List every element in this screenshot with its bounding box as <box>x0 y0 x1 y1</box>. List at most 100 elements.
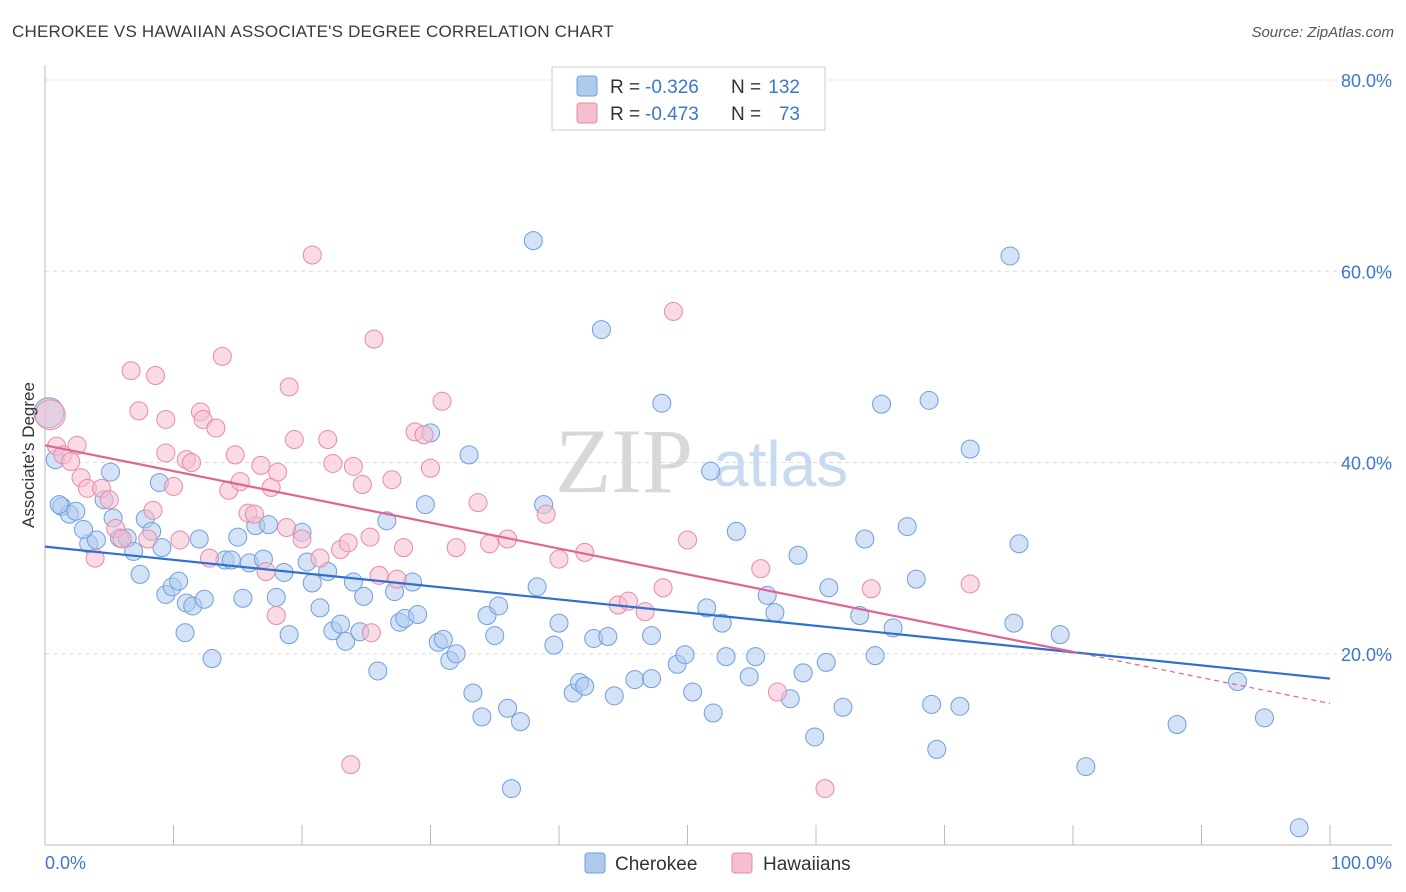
hawaiian-point <box>181 453 201 472</box>
hawaiian-point <box>266 606 286 625</box>
legend-series: Cherokee Hawaiians <box>584 852 851 875</box>
hawaiian-point <box>414 425 434 445</box>
cherokee-point <box>228 527 248 547</box>
cherokee-point <box>604 686 624 706</box>
trend-line-extension-hawaiians <box>1072 651 1331 705</box>
hawaiian-point <box>156 443 176 463</box>
cherokee-point <box>403 572 423 592</box>
cherokee-point <box>266 587 286 607</box>
cherokee-point <box>922 694 942 714</box>
trend-line-hawaiians <box>44 444 1074 653</box>
hawaiian-point <box>861 579 881 599</box>
hawaiian-point <box>256 562 276 582</box>
hawaiian-point <box>34 399 66 431</box>
hawaiian-point <box>468 493 488 513</box>
trend-lines <box>44 444 1331 705</box>
cherokee-point <box>510 712 530 732</box>
cherokee-point <box>501 779 521 799</box>
legend-n-value-hawaiians: 73 <box>779 104 800 125</box>
cherokee-point <box>489 596 509 616</box>
cherokee-point <box>549 613 569 633</box>
cherokee-point <box>408 605 428 625</box>
legend-bottom-swatch-hawaiians <box>731 852 753 874</box>
legend-bottom-swatch-cherokee <box>584 852 606 874</box>
hawaiian-point <box>85 548 105 568</box>
cherokee-point <box>855 529 875 549</box>
chart-title: CHEROKEE VS HAWAIIAN ASSOCIATE'S DEGREE … <box>12 22 614 41</box>
cherokee-point <box>960 439 980 459</box>
cherokee-point <box>1004 613 1024 633</box>
hawaiian-point <box>61 452 81 472</box>
cherokee-point <box>446 644 466 664</box>
cherokee-point <box>1009 534 1029 554</box>
hawaiian-point <box>99 490 119 510</box>
y-tick-label-60: 60.0% <box>1341 262 1392 282</box>
cherokee-point <box>712 613 732 633</box>
hawaiian-point <box>338 533 358 553</box>
cherokee-point <box>1000 246 1020 266</box>
watermark: ZIP atlas <box>555 410 848 512</box>
watermark-zip: ZIP <box>555 410 693 512</box>
cherokee-point <box>527 577 547 597</box>
hawaiian-point <box>323 453 343 473</box>
cherokee-point <box>49 495 69 515</box>
x-tick-label-min: 0.0% <box>45 853 86 873</box>
cherokee-point <box>331 614 351 634</box>
cherokee-point <box>872 394 892 414</box>
cherokee-point <box>202 649 222 669</box>
cherokee-point <box>130 564 150 584</box>
hawaiian-point <box>302 245 322 265</box>
legend-r-value-hawaiians: -0.473 <box>645 104 699 125</box>
cherokee-point <box>701 461 721 481</box>
hawaiian-point <box>284 430 304 450</box>
cherokee-point <box>485 626 505 646</box>
cherokee-point <box>805 727 825 747</box>
legend-r-label-cherokee: R = <box>610 77 640 98</box>
cherokee-point <box>726 521 746 541</box>
hawaiian-point <box>206 418 226 438</box>
cherokee-point <box>459 445 479 465</box>
cherokee-point <box>233 588 253 608</box>
cherokee-point <box>336 631 356 651</box>
x-ticks <box>44 825 1331 845</box>
cherokee-point <box>683 682 703 702</box>
cherokee-point <box>302 573 322 593</box>
cherokee-point <box>675 645 695 665</box>
hawaiian-point <box>536 504 556 524</box>
cherokee-point <box>591 320 611 340</box>
legend-n-label-hawaiians: N = <box>731 104 761 125</box>
cherokee-point <box>950 696 970 716</box>
hawaiian-point <box>678 530 697 550</box>
cherokee-point <box>354 586 374 606</box>
hawaiian-point <box>421 458 440 478</box>
cherokee-point <box>194 589 214 609</box>
cherokee-point <box>66 501 86 521</box>
cherokee-point <box>368 661 388 681</box>
hawaiian-point <box>663 301 683 321</box>
hawaiian-point <box>225 445 245 465</box>
cherokee-point <box>1227 671 1247 691</box>
hawaiian-point <box>268 462 288 482</box>
cherokee-point <box>463 683 483 703</box>
cherokee-point <box>152 538 172 558</box>
hawaiian-point <box>360 527 380 547</box>
cherokee-point <box>697 598 717 618</box>
hawaiian-point <box>960 574 980 594</box>
cherokee-point <box>1167 715 1187 735</box>
hawaiian-point <box>751 559 771 579</box>
cherokee-point <box>865 646 885 666</box>
y-axis-title: Associate's Degree <box>19 382 38 528</box>
legend-bottom-label-cherokee: Cherokee <box>615 854 697 875</box>
x-tick-label-max: 100.0% <box>1331 853 1392 873</box>
cherokee-point <box>433 629 453 649</box>
cherokee-point <box>175 623 195 643</box>
cherokee-point <box>739 667 759 687</box>
legend-swatch-cherokee <box>576 75 598 97</box>
hawaiian-point <box>170 530 190 550</box>
cherokee-point <box>793 663 813 683</box>
cherokee-point <box>716 647 736 667</box>
hawaiian-point <box>129 401 149 421</box>
hawaiian-point <box>212 346 232 366</box>
hawaiian-point <box>138 529 158 549</box>
